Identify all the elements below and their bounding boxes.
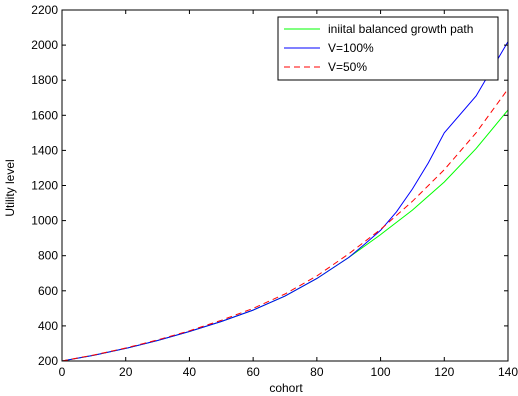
x-tick-label: 140 xyxy=(498,365,518,379)
y-tick-label: 2000 xyxy=(31,38,58,52)
x-tick-label: 20 xyxy=(119,365,133,379)
axes: 0 20 40 60 80 100 120 140 200 400 600 800 1000 1200 14… xyxy=(31,3,518,379)
x-tick-label: 100 xyxy=(371,365,391,379)
y-tick-label: 2200 xyxy=(31,3,58,17)
legend: iniital balanced growth path V=100% V=50% xyxy=(277,16,499,81)
y-tick-label: 1600 xyxy=(31,108,58,122)
y-tick-label: 400 xyxy=(38,319,58,333)
y-tick-label: 600 xyxy=(38,284,58,298)
series-group xyxy=(62,41,508,361)
y-tick-label: 1200 xyxy=(31,179,58,193)
y-tick-label: 1000 xyxy=(31,214,58,228)
y-tick-label: 1800 xyxy=(31,73,58,87)
x-axis-label: cohort xyxy=(269,381,303,395)
legend-label-3: V=50% xyxy=(328,60,367,74)
y-axis-label: Utility level xyxy=(3,159,17,216)
y-tick-label: 800 xyxy=(38,249,58,263)
x-tick-label: 60 xyxy=(246,365,260,379)
x-tick-label: 0 xyxy=(59,365,66,379)
x-tick-label: 40 xyxy=(183,365,197,379)
legend-label-2: V=100% xyxy=(328,41,374,55)
legend-label-1: iniital balanced growth path xyxy=(328,22,473,36)
y-tick-label: 200 xyxy=(38,354,58,368)
series-line-3 xyxy=(62,88,508,361)
y-tick-label: 1400 xyxy=(31,143,58,157)
series-line-2 xyxy=(62,41,508,361)
x-tick-label: 120 xyxy=(434,365,454,379)
x-tick-label: 80 xyxy=(310,365,324,379)
